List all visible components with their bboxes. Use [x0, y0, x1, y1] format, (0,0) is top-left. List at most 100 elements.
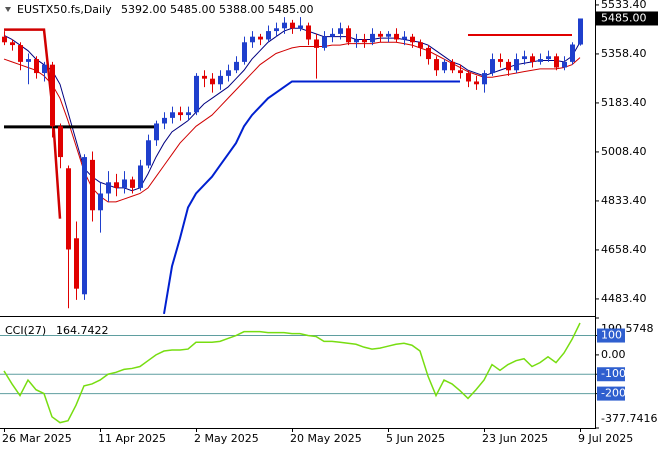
candle-body — [154, 123, 159, 141]
candle-body — [146, 140, 151, 166]
candle-body — [434, 59, 439, 71]
candle-body — [386, 33, 391, 37]
last-price-label: 5485.00 — [601, 11, 647, 24]
header-high: 5485.00 — [170, 3, 216, 16]
y-tick-label: -377.7416 — [601, 412, 657, 425]
candle-body — [242, 42, 247, 62]
candle-body — [578, 18, 583, 45]
candle-body — [106, 182, 111, 194]
candle-body — [514, 59, 519, 71]
candle-body — [266, 31, 271, 40]
candle-body — [170, 112, 175, 118]
candle-body — [274, 28, 279, 32]
candle-body — [362, 39, 367, 43]
candle-body — [546, 56, 551, 60]
candle-body — [306, 25, 311, 40]
candle-body — [450, 61, 455, 71]
x-tick-label: 23 Jun 2025 — [482, 432, 548, 445]
candle-body — [114, 182, 119, 188]
y-tick-label: 5183.40 — [601, 96, 647, 109]
candle-body — [250, 36, 255, 43]
candle-body — [162, 117, 167, 124]
cci-name: CCI(27) — [5, 324, 46, 337]
level-label-box — [597, 367, 625, 382]
candle-body — [50, 64, 55, 127]
x-tick-label: 20 May 2025 — [290, 432, 362, 445]
candle-body — [186, 112, 191, 116]
level-label-box — [597, 386, 625, 401]
candle-body — [354, 39, 359, 43]
candle-body — [58, 126, 63, 158]
candle-body — [202, 75, 207, 79]
candle-body — [562, 61, 567, 68]
header-close: 5485.00 — [268, 3, 314, 16]
x-tick-label: 11 Apr 2025 — [98, 432, 166, 445]
candle-body — [378, 33, 383, 37]
cci-line — [3, 322, 581, 424]
x-tick-label: 5 Jun 2025 — [386, 432, 445, 445]
candle-body — [130, 179, 135, 188]
candle-body — [26, 59, 31, 62]
candle-body — [322, 36, 327, 48]
y-tick-label: -200 — [601, 387, 626, 400]
candle-body — [34, 59, 39, 74]
header-icon — [5, 7, 11, 12]
candle-body — [226, 70, 231, 76]
candle-body — [282, 22, 287, 29]
candle-body — [410, 36, 415, 43]
candle-body — [426, 47, 431, 60]
indicator-line — [163, 80, 460, 315]
candle-body — [506, 61, 511, 71]
candle-body — [298, 25, 303, 29]
candle-body — [18, 45, 23, 62]
candle-body — [138, 165, 143, 188]
candle-body — [98, 193, 103, 211]
candle-body — [466, 73, 471, 82]
candle-body — [234, 61, 239, 71]
candle-body — [346, 28, 351, 43]
candle-body — [82, 157, 87, 295]
y-tick-label: 0.00 — [601, 348, 626, 361]
candle-body — [490, 59, 495, 74]
candle-body — [522, 56, 527, 60]
candle-body — [394, 33, 399, 40]
candle-body — [530, 56, 535, 62]
y-tick-label: 4483.40 — [601, 292, 647, 305]
candle-body — [122, 179, 127, 188]
candle-body — [74, 238, 79, 289]
candle-body — [314, 39, 319, 48]
candle-body — [458, 70, 463, 74]
candle-body — [258, 36, 263, 40]
price-panel — [2, 17, 583, 315]
y-tick-label: 100 — [601, 329, 622, 342]
candle-body — [90, 159, 95, 211]
candle-body — [474, 81, 479, 85]
candle-body — [538, 59, 543, 62]
y-tick-label: 4658.40 — [601, 243, 647, 256]
candle-body — [370, 33, 375, 43]
candle-body — [10, 42, 15, 46]
cci-current: 164.7422 — [56, 324, 109, 337]
candle-body — [178, 112, 183, 116]
x-tick-label: 26 Mar 2025 — [2, 432, 72, 445]
candle-body — [2, 36, 7, 43]
candle-body — [554, 56, 559, 68]
cci-panel — [0, 322, 595, 424]
x-tick-label: 9 Jul 2025 — [578, 432, 633, 445]
y-tick-label: 5358.40 — [601, 47, 647, 60]
candle-body — [218, 75, 223, 85]
candle-body — [338, 28, 343, 34]
header-open: 5392.00 — [121, 3, 167, 16]
candle-body — [442, 61, 447, 71]
y-tick-label: 5008.40 — [601, 145, 647, 158]
candle-body — [42, 64, 47, 74]
candle-body — [194, 75, 199, 113]
y-tick-label: 5533.40 — [601, 0, 647, 11]
candle-body — [402, 36, 407, 40]
candle-body — [498, 59, 503, 62]
symbol: EUSTX50.fs,Daily — [17, 3, 112, 16]
header-low: 5388.00 — [219, 3, 265, 16]
candle-body — [418, 42, 423, 48]
